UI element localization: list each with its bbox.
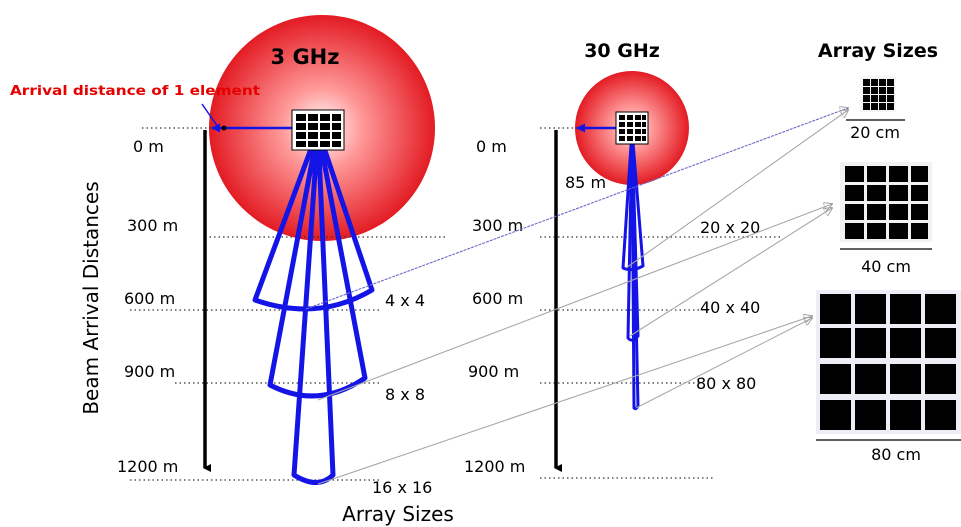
y-axis-title: Beam Arrival Distances — [79, 181, 103, 414]
distance-label-right: 0 m — [476, 137, 507, 156]
physical-array-80cm — [816, 290, 961, 434]
beam-8x8 — [267, 127, 368, 399]
distance-label-right: 600 m — [472, 289, 523, 308]
array-sizes-title: Array Sizes — [818, 40, 938, 62]
physical-array-40cm — [840, 162, 932, 242]
panel-title-30ghz: 30 GHz — [584, 40, 660, 62]
antenna-array-3ghz — [291, 109, 345, 151]
annotation-pointer — [201, 103, 219, 128]
size-label-40cm: 40 cm — [861, 257, 911, 276]
distance-label-left: 300 m — [127, 216, 178, 235]
beams-3ghz — [252, 127, 375, 485]
beams-30ghz — [621, 128, 645, 411]
connector-arrows — [305, 108, 848, 485]
physical-array-20cm — [860, 76, 896, 112]
one-element-dot — [221, 125, 227, 131]
array-label-20x20: 20 x 20 — [700, 218, 760, 237]
distance-label-left: 0 m — [133, 137, 164, 156]
beam-80x80 — [630, 128, 640, 411]
distance-lines-left — [130, 127, 445, 481]
x-axis-title: Array Sizes — [342, 502, 454, 526]
size-label-20cm: 20 cm — [850, 123, 900, 142]
beam-4x4 — [252, 127, 375, 312]
distance-label-left: 1200 m — [117, 457, 178, 476]
array-label-8x8: 8 x 8 — [385, 385, 425, 404]
panel-title-3ghz: 3 GHz — [271, 45, 340, 69]
size-label-80cm: 80 cm — [871, 445, 921, 464]
distance-label-85m: 85 m — [565, 173, 606, 192]
array-label-16x16: 16 x 16 — [372, 478, 432, 497]
distance-label-right: 300 m — [472, 216, 523, 235]
antenna-array-30ghz — [615, 111, 649, 145]
distance-label-left: 600 m — [124, 289, 175, 308]
distance-label-right: 1200 m — [464, 457, 525, 476]
array-label-40x40: 40 x 40 — [700, 298, 760, 317]
beam-16x16 — [291, 127, 336, 485]
array-label-4x4: 4 x 4 — [385, 291, 425, 310]
array-label-80x80: 80 x 80 — [696, 374, 756, 393]
distance-label-right: 900 m — [468, 362, 519, 381]
distance-label-left: 900 m — [124, 362, 175, 381]
arrival-distance-annotation: Arrival distance of 1 element — [10, 84, 260, 99]
